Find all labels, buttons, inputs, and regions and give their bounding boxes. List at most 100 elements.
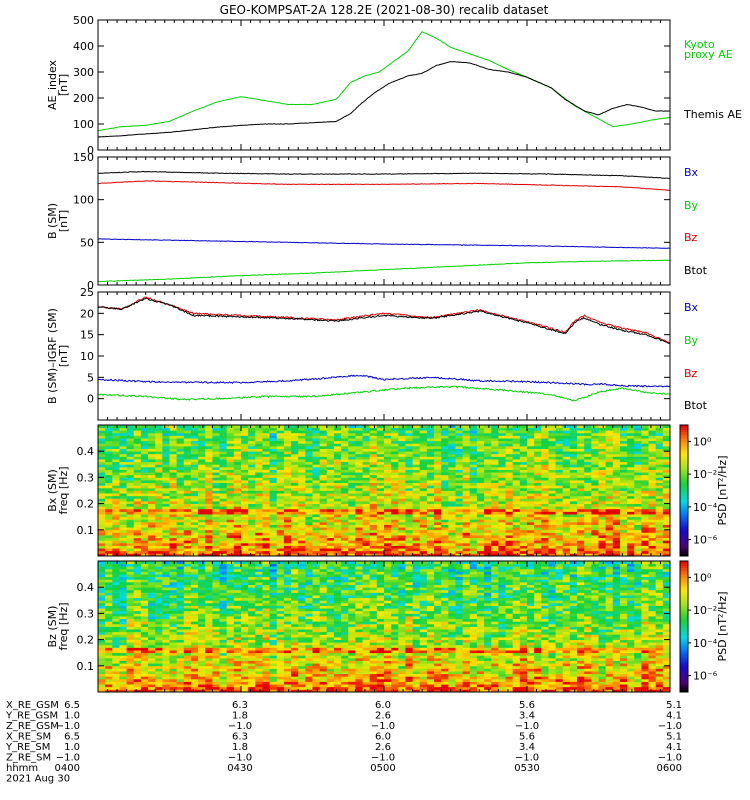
colorbar-tick-label: 10⁻⁶ — [693, 534, 718, 547]
ephemeris-value: −1.0 — [228, 721, 252, 732]
panel-4: 10⁰ 10⁻² 10⁻⁴ 10⁻⁶ PSD [nT²/Hz] 0.1 0.2 0.3 0.4 B… — [46, 560, 729, 693]
ephemeris-value: 4.1 — [666, 711, 682, 722]
y-tick-label: 0 — [87, 279, 94, 292]
ephemeris-row-label: Y_RE_SM — [5, 742, 50, 753]
y-tick-label: 300 — [73, 66, 94, 79]
y-tick-label: 0.4 — [77, 445, 95, 458]
series-line-themis-ae — [98, 61, 670, 138]
y-axis-label: [nT] — [57, 210, 70, 232]
ephemeris-value: 5.1 — [666, 732, 682, 743]
y-tick-label: 10 — [80, 350, 94, 363]
panel-2: 0 5 10 15 20 25 B (SM)–IGRF (SM)[nT] Bx By Bz Btot — [46, 286, 708, 421]
y-tick-label: 50 — [80, 236, 94, 249]
ephemeris-row-label: hhmm — [6, 763, 38, 774]
ephemeris-value: 5.6 — [519, 732, 535, 743]
colorbar-tick-label: 10⁰ — [693, 571, 712, 584]
ephemeris-value: −1.0 — [228, 753, 252, 764]
series-line-bx — [98, 374, 670, 388]
legend-entry: Bx — [684, 166, 699, 179]
y-tick-label: 500 — [73, 14, 94, 27]
ephemeris-value: −1.0 — [658, 721, 682, 732]
ephemeris-value: 2.6 — [375, 742, 391, 753]
ephemeris-value: −1.0 — [515, 721, 539, 732]
colorbar-tick-label: 10⁰ — [693, 435, 712, 448]
ephemeris-row-label: X_RE_GSM — [6, 700, 59, 711]
ephemeris-value: 1.0 — [64, 742, 80, 753]
ephemeris-value: 6.5 — [64, 732, 80, 743]
ephemeris-value: 6.0 — [375, 732, 391, 743]
series-line-bz — [98, 296, 670, 344]
legend-entry: Themis AE — [683, 108, 742, 121]
plot-frame — [97, 156, 671, 286]
ephemeris-value: 0430 — [227, 763, 252, 774]
ephemeris-value: −1.0 — [371, 753, 395, 764]
y-tick-label: 150 — [73, 151, 94, 164]
y-tick-label: 0.2 — [77, 498, 95, 511]
y-tick-label: 0 — [87, 393, 94, 406]
ephemeris-value: 6.3 — [232, 732, 248, 743]
ephemeris-value: 2.6 — [375, 711, 391, 722]
ephemeris-value: −1.0 — [56, 753, 80, 764]
spectrogram — [98, 561, 671, 693]
y-tick-label: 400 — [73, 40, 94, 53]
colorbar-tick-label: 10⁻⁴ — [693, 637, 718, 650]
series-line-by — [98, 385, 670, 402]
y-axis-label: AE_index — [46, 59, 59, 110]
y-tick-label: 0.3 — [77, 471, 95, 484]
colorbar-label: PSD [nT²/Hz] — [716, 455, 729, 525]
figure-title: GEO-KOMPSAT-2A 128.2E (2021-08-30) recal… — [220, 3, 549, 17]
series-line-by — [98, 259, 670, 283]
ephemeris-value: 1.8 — [232, 742, 248, 753]
colorbar-label: PSD [nT²/Hz] — [716, 591, 729, 661]
ephemeris-value: 6.3 — [232, 700, 248, 711]
series-line-bz — [98, 180, 670, 191]
panel-1: 0 50 100 150 B (SM)[nT] Bx By Bz Btot — [46, 151, 708, 292]
ephemeris-value: 4.1 — [666, 742, 682, 753]
series-line-btot — [98, 170, 670, 179]
legend-entry: Btot — [684, 264, 708, 277]
colorbar-tick-label: 10⁻² — [693, 468, 717, 481]
y-tick-label: 15 — [80, 329, 94, 342]
y-axis-label: B (SM) — [46, 203, 59, 239]
y-tick-label: 0 — [87, 144, 94, 157]
ephemeris-value: 6.0 — [375, 700, 391, 711]
colorbar-tick-label: 10⁻⁶ — [693, 670, 718, 683]
y-tick-label: 20 — [80, 307, 94, 320]
series-line-kyoto-proxy-ae — [98, 31, 670, 132]
y-axis-label: Bx (SM) — [46, 469, 59, 512]
ephemeris-value: −1.0 — [658, 753, 682, 764]
y-tick-label: 25 — [80, 286, 94, 299]
y-tick-label: 0.1 — [77, 524, 95, 537]
y-tick-label: 5 — [87, 371, 94, 384]
colorbar-tick-label: 10⁻² — [693, 604, 717, 617]
y-tick-label: 0.2 — [77, 634, 95, 647]
y-tick-label: 0.4 — [77, 581, 95, 594]
spectrogram — [98, 425, 671, 557]
ephemeris-row-label: Z_RE_SM — [6, 753, 51, 764]
y-axis-label: Bz (SM) — [46, 606, 59, 648]
y-tick-label: 200 — [73, 92, 94, 105]
colorbar: 10⁰ 10⁻² 10⁻⁴ 10⁻⁶ PSD [nT²/Hz] — [679, 560, 729, 693]
ephemeris-table: X_RE_GSM 6.5 6.3 6.0 5.6 5.1 Y_RE_GSM 1.0 1.8 2.6… — [5, 700, 682, 785]
ephemeris-value: 5.6 — [519, 700, 535, 711]
ephemeris-value: −1.0 — [56, 721, 80, 732]
ephemeris-value: 5.1 — [666, 700, 682, 711]
y-axis-label: [nT] — [57, 74, 70, 96]
legend-entry: Bx — [684, 301, 699, 314]
y-tick-label: 0.3 — [77, 607, 95, 620]
ephemeris-value: 1.0 — [64, 711, 80, 722]
y-axis-label: [nT] — [57, 345, 70, 367]
colorbar-tick-label: 10⁻⁴ — [693, 501, 718, 514]
y-tick-label: 100 — [73, 194, 94, 207]
y-axis-label: freq [Hz] — [57, 466, 70, 514]
ephemeris-value: 3.4 — [519, 711, 535, 722]
legend-entry: Btot — [684, 399, 708, 412]
y-axis-label: freq [Hz] — [57, 602, 70, 650]
ephemeris-value: 0500 — [370, 763, 395, 774]
ephemeris-value: 1.8 — [232, 711, 248, 722]
legend-entry: By — [684, 199, 699, 212]
legend-entry: By — [684, 334, 699, 347]
legend-entry: Bz — [684, 231, 698, 244]
